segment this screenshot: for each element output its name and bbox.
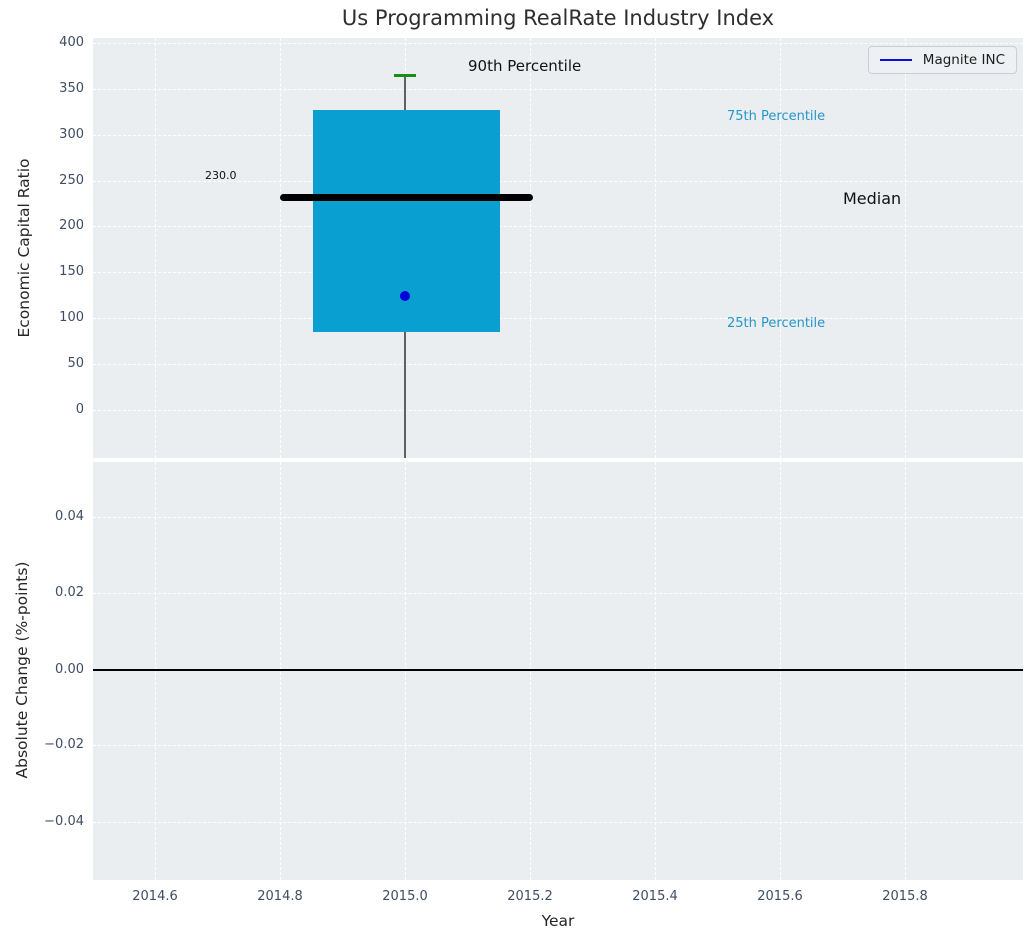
gridline <box>655 462 656 880</box>
ytick-bottom: 0.02 <box>55 585 84 600</box>
gridline <box>405 462 406 880</box>
ytick-bottom: 0.00 <box>55 662 84 677</box>
gridline <box>93 410 1023 411</box>
annotation-75th-percentile: 75th Percentile <box>727 109 826 124</box>
gridline <box>93 364 1023 365</box>
gridline <box>93 181 1023 182</box>
gridline <box>155 462 156 880</box>
ytick-top: 0 <box>75 402 84 417</box>
ytick-top: 50 <box>67 356 84 371</box>
xtick: 2014.6 <box>132 889 178 904</box>
gridline <box>93 89 1023 90</box>
ytick-top: 300 <box>59 127 84 142</box>
annotation-median: Median <box>843 189 902 208</box>
gridline <box>530 462 531 880</box>
ytick-bottom: −0.04 <box>44 814 84 829</box>
xtick: 2015.2 <box>507 889 553 904</box>
top-axes: 90th Percentile 75th Percentile 25th Per… <box>93 38 1023 458</box>
annotation-90th-percentile: 90th Percentile <box>468 57 582 75</box>
gridline <box>655 38 656 458</box>
gridline <box>93 226 1023 227</box>
ytick-bottom: 0.04 <box>55 509 84 524</box>
gridline <box>280 38 281 458</box>
gridline <box>93 135 1023 136</box>
gridline <box>280 462 281 880</box>
gridline <box>530 38 531 458</box>
xtick: 2015.8 <box>882 889 928 904</box>
top-y-axis-label: Economic Capital Ratio <box>15 158 33 338</box>
gridline <box>155 38 156 458</box>
gridline <box>93 822 1023 823</box>
ytick-top: 350 <box>59 81 84 96</box>
gridline <box>93 517 1023 518</box>
x-axis-label: Year <box>541 912 575 930</box>
gridline <box>93 43 1023 44</box>
ytick-bottom: −0.02 <box>44 737 84 752</box>
ytick-top: 150 <box>59 264 84 279</box>
ytick-top: 200 <box>59 218 84 233</box>
median-line <box>280 194 533 201</box>
gridline <box>905 38 906 458</box>
gridline <box>780 38 781 458</box>
xtick: 2014.8 <box>257 889 303 904</box>
bottom-y-axis-label: Absolute Change (%-points) <box>13 561 31 779</box>
legend-line-swatch <box>879 58 912 62</box>
bottom-axes <box>93 462 1023 880</box>
gridline <box>905 462 906 880</box>
legend-label: Magnite INC <box>922 52 1005 68</box>
gridline <box>780 462 781 880</box>
annotation-25th-percentile: 25th Percentile <box>727 316 826 331</box>
gridline <box>93 272 1023 273</box>
company-marker-dot <box>400 291 410 301</box>
p90-cap <box>394 74 416 77</box>
gridline <box>93 593 1023 594</box>
ytick-top: 100 <box>59 310 84 325</box>
annotation-median-value: 230.0 <box>205 169 237 182</box>
gridline <box>93 318 1023 319</box>
chart-title: Us Programming RealRate Industry Index <box>341 6 775 30</box>
xtick: 2015.4 <box>632 889 678 904</box>
xtick: 2015.0 <box>382 889 428 904</box>
ytick-top: 250 <box>59 173 84 188</box>
zero-line <box>93 669 1023 671</box>
legend: Magnite INC <box>867 46 1017 74</box>
xtick: 2015.6 <box>757 889 803 904</box>
ytick-top: 400 <box>59 35 84 50</box>
gridline <box>93 745 1023 746</box>
